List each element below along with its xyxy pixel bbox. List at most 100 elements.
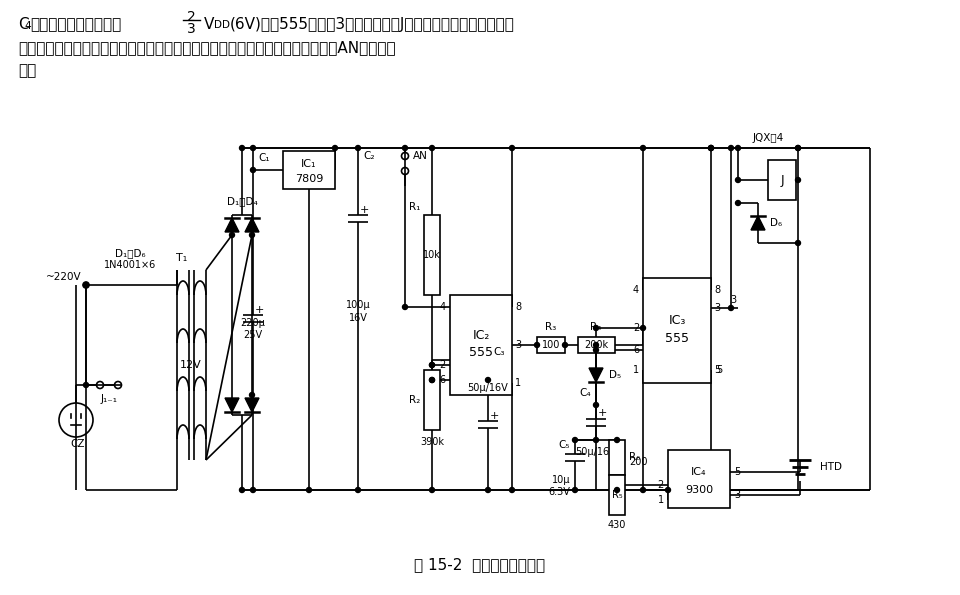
Circle shape: [510, 146, 515, 151]
Circle shape: [429, 487, 435, 493]
Text: R₆: R₆: [629, 452, 640, 462]
Text: 16V: 16V: [348, 313, 368, 323]
Text: C₃: C₃: [493, 347, 505, 357]
Text: C₂: C₂: [363, 151, 374, 161]
Text: JQX－4: JQX－4: [753, 133, 783, 143]
Circle shape: [708, 146, 713, 151]
Text: 1: 1: [633, 365, 639, 375]
Bar: [668, 450, 730, 508]
Circle shape: [640, 487, 645, 493]
Circle shape: [563, 343, 567, 347]
Circle shape: [708, 146, 713, 151]
Text: 4: 4: [440, 302, 446, 312]
Polygon shape: [225, 398, 239, 412]
Text: R₅: R₅: [612, 490, 622, 500]
Circle shape: [593, 343, 598, 347]
Text: R₄: R₄: [590, 322, 602, 332]
Circle shape: [593, 437, 598, 443]
Text: J: J: [780, 174, 783, 186]
Text: 1N4001×6: 1N4001×6: [104, 260, 156, 270]
Circle shape: [84, 283, 88, 287]
Bar: [609, 440, 625, 475]
Circle shape: [306, 487, 311, 493]
Polygon shape: [245, 398, 259, 412]
Text: 5: 5: [734, 467, 740, 477]
Circle shape: [572, 437, 578, 443]
Text: 200k: 200k: [584, 340, 608, 350]
Text: 1: 1: [515, 378, 521, 388]
Circle shape: [708, 146, 713, 151]
Bar: [578, 337, 615, 353]
Circle shape: [429, 377, 435, 383]
Text: 555: 555: [665, 331, 689, 345]
Circle shape: [735, 177, 740, 183]
Text: IC₃: IC₃: [668, 314, 685, 327]
Circle shape: [486, 377, 491, 383]
Text: 10k: 10k: [423, 250, 441, 260]
Text: 3: 3: [186, 22, 196, 36]
Text: 6: 6: [633, 345, 639, 355]
Text: 50μ/16V: 50μ/16V: [576, 447, 616, 457]
Circle shape: [251, 168, 255, 173]
Circle shape: [355, 146, 361, 151]
Text: 25V: 25V: [244, 330, 263, 340]
Text: C: C: [18, 17, 29, 32]
Circle shape: [735, 146, 740, 151]
Text: +: +: [254, 305, 264, 315]
Text: AN: AN: [413, 151, 428, 161]
Circle shape: [593, 325, 598, 330]
Circle shape: [250, 393, 254, 397]
Text: 4: 4: [633, 285, 639, 295]
Circle shape: [239, 487, 245, 493]
Text: +: +: [359, 205, 369, 215]
Circle shape: [429, 362, 435, 368]
Text: 5: 5: [716, 365, 722, 375]
Bar: [768, 160, 796, 200]
Circle shape: [402, 305, 407, 309]
Circle shape: [665, 487, 670, 493]
Polygon shape: [751, 216, 765, 230]
Circle shape: [239, 146, 245, 151]
Text: T₁: T₁: [177, 253, 187, 263]
Circle shape: [251, 146, 255, 151]
Text: D₅: D₅: [609, 370, 621, 380]
Text: 2: 2: [186, 10, 196, 24]
Text: (6V)时，555复位，3脚呈低电平，J释放，熨斗断电。防止熨斗: (6V)时，555复位，3脚呈低电平，J释放，熨斗断电。防止熨斗: [230, 17, 515, 32]
Text: 12V: 12V: [180, 360, 202, 370]
Text: 2: 2: [633, 323, 639, 333]
Text: +: +: [490, 411, 498, 421]
Text: CZ: CZ: [71, 439, 85, 449]
Text: R₁: R₁: [409, 202, 420, 212]
Circle shape: [510, 487, 515, 493]
Text: 电。: 电。: [18, 63, 36, 78]
Circle shape: [229, 233, 234, 237]
Text: D₁～D₄: D₁～D₄: [227, 196, 257, 206]
Text: 6: 6: [440, 375, 446, 385]
Circle shape: [535, 343, 540, 347]
Circle shape: [640, 325, 645, 330]
Text: D₁～D₆: D₁～D₆: [114, 248, 145, 258]
Text: 1: 1: [658, 495, 664, 505]
Text: C₄: C₄: [580, 388, 591, 398]
Text: 390k: 390k: [420, 437, 444, 447]
Text: 200: 200: [629, 457, 647, 467]
Text: 100: 100: [541, 340, 561, 350]
Circle shape: [614, 487, 619, 493]
Circle shape: [429, 146, 435, 151]
Text: 9300: 9300: [684, 485, 713, 495]
Text: 10μ: 10μ: [551, 475, 570, 485]
Text: R₂: R₂: [409, 395, 420, 405]
Text: ~220V: ~220V: [45, 272, 81, 282]
Circle shape: [355, 487, 361, 493]
Text: 3: 3: [734, 490, 740, 500]
Text: 3: 3: [515, 340, 521, 350]
Text: 4: 4: [24, 21, 31, 31]
Bar: [283, 151, 335, 189]
Bar: [424, 370, 440, 430]
Circle shape: [796, 146, 801, 151]
Text: D₆: D₆: [770, 218, 782, 228]
Text: 3: 3: [730, 295, 736, 305]
Text: 50μ/16V: 50μ/16V: [468, 383, 509, 393]
Text: 充电，当电压充到高于: 充电，当电压充到高于: [30, 17, 121, 32]
Circle shape: [250, 233, 254, 237]
